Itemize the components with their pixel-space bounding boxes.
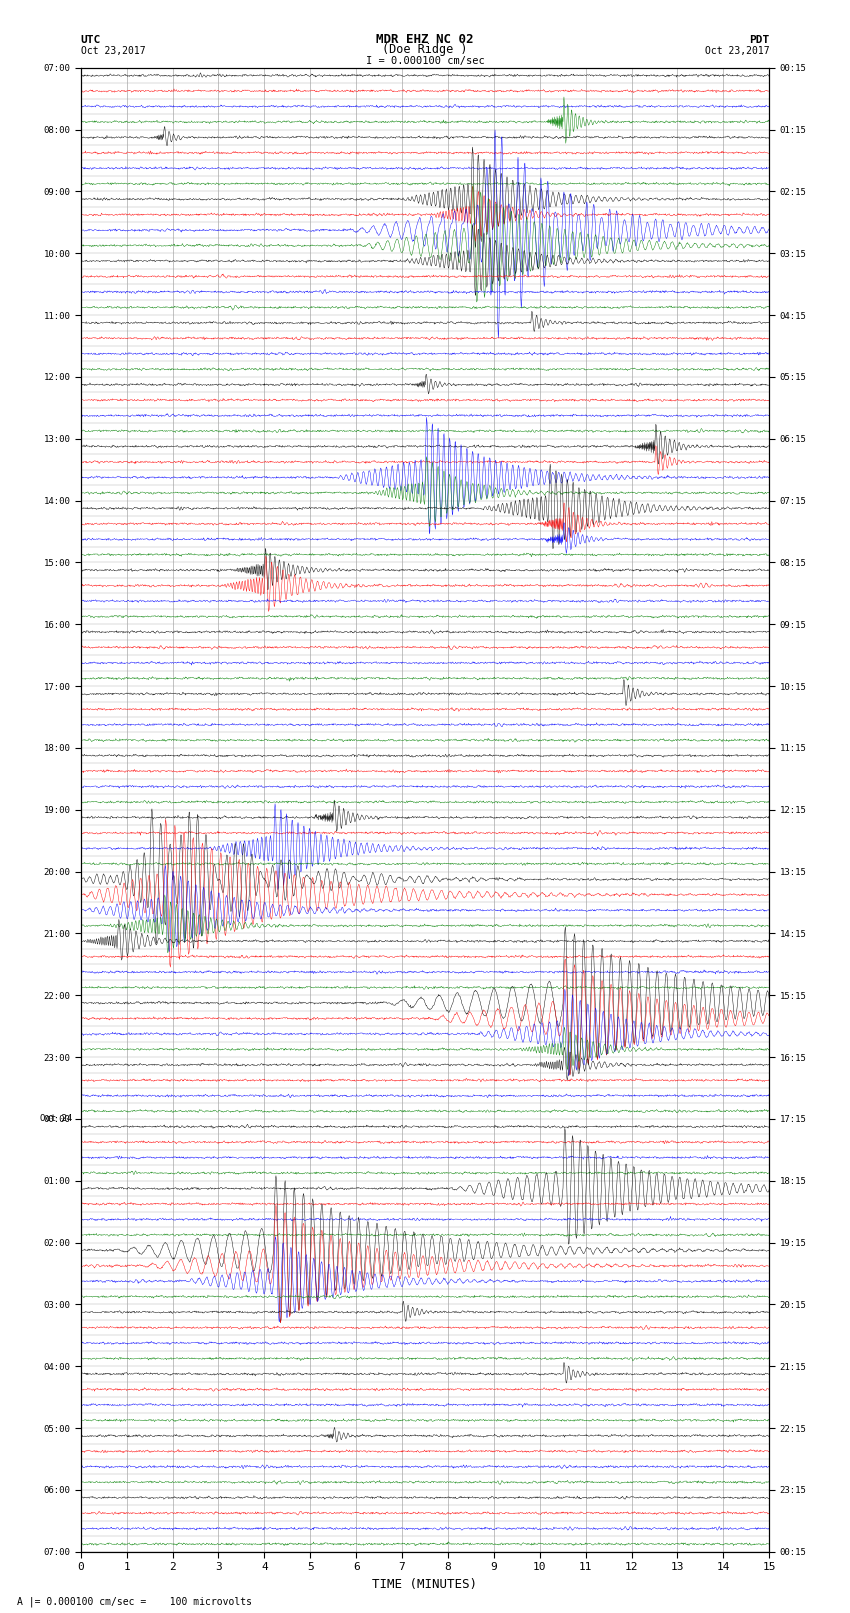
Text: Oct 24: Oct 24: [40, 1115, 72, 1123]
Text: PDT: PDT: [749, 35, 769, 45]
Text: UTC: UTC: [81, 35, 101, 45]
Text: A |= 0.000100 cm/sec =    100 microvolts: A |= 0.000100 cm/sec = 100 microvolts: [17, 1595, 252, 1607]
X-axis label: TIME (MINUTES): TIME (MINUTES): [372, 1578, 478, 1590]
Text: Oct 23,2017: Oct 23,2017: [705, 45, 769, 56]
Text: Oct 23,2017: Oct 23,2017: [81, 45, 145, 56]
Text: I = 0.000100 cm/sec: I = 0.000100 cm/sec: [366, 56, 484, 66]
Text: (Doe Ridge ): (Doe Ridge ): [382, 44, 468, 56]
Text: MDR EHZ NC 02: MDR EHZ NC 02: [377, 32, 473, 45]
